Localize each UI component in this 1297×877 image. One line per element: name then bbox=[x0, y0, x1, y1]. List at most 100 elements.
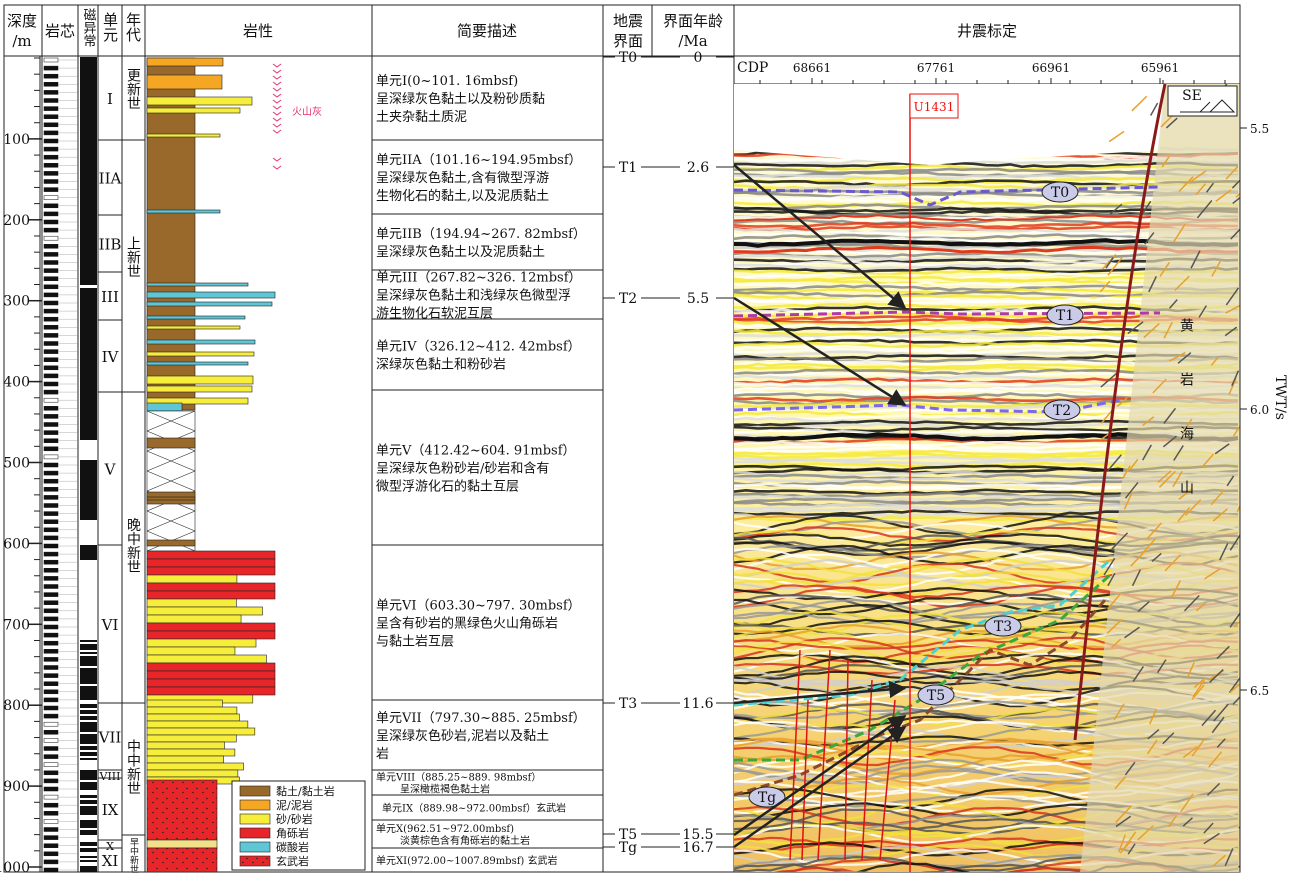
horizon-badge bbox=[917, 684, 955, 706]
breccia-clay bbox=[146, 839, 218, 849]
seamount-texture bbox=[1123, 491, 1134, 510]
unit-label: IIB bbox=[99, 236, 122, 254]
lithology-bed bbox=[146, 351, 255, 357]
minor-fault bbox=[789, 649, 801, 861]
core-segment bbox=[43, 754, 59, 759]
horizon-age: 15.5 bbox=[682, 827, 713, 843]
seamount-texture bbox=[1156, 659, 1167, 674]
seismic-reflector bbox=[734, 176, 1239, 184]
seamount-label: 黄岩海山 bbox=[1178, 317, 1194, 534]
seamount-texture bbox=[1209, 669, 1224, 683]
core-segment bbox=[43, 786, 59, 792]
magnetic-normal bbox=[80, 852, 97, 856]
seamount-texture bbox=[1106, 618, 1123, 634]
depth-tick-label: 900 bbox=[3, 779, 30, 795]
horizon-name: T2 bbox=[619, 291, 637, 307]
unit-label: VII bbox=[98, 729, 122, 747]
depth-tick-label: 600 bbox=[3, 536, 30, 552]
description-line: 呈含有砂岩的黑绿色火山角砾岩 bbox=[376, 616, 558, 632]
lithology-bed bbox=[146, 630, 276, 640]
magnetic-band bbox=[80, 828, 97, 830]
seamount-texture bbox=[1177, 352, 1192, 364]
seamount-texture bbox=[1233, 620, 1240, 628]
header-label: 界面 bbox=[613, 32, 643, 50]
seamount-texture bbox=[1148, 275, 1158, 293]
seamount-texture bbox=[1111, 638, 1122, 649]
magnetic-normal bbox=[80, 650, 97, 652]
core-segment bbox=[43, 608, 59, 614]
seamount-texture bbox=[1210, 356, 1219, 366]
unit-label: X bbox=[106, 840, 114, 853]
header-label: 简要描述 bbox=[457, 22, 517, 40]
sand-bed bbox=[146, 755, 224, 764]
header-label: 岩性 bbox=[243, 22, 273, 40]
lithology-bed bbox=[146, 133, 221, 138]
seamount-texture bbox=[1177, 507, 1191, 522]
core-segment bbox=[43, 673, 59, 678]
lithology-bed bbox=[146, 622, 276, 632]
seamount-texture bbox=[1212, 508, 1228, 522]
depth-tick-label: 200 bbox=[3, 213, 30, 229]
core-segment bbox=[43, 681, 59, 686]
seismic-reflector bbox=[734, 158, 1239, 166]
core-segment bbox=[43, 73, 59, 79]
minor-fault bbox=[861, 679, 873, 861]
horizon-name: Tg bbox=[619, 840, 637, 856]
core-segment bbox=[43, 203, 59, 209]
header-label: 井震标定 bbox=[957, 22, 1017, 40]
lithology-bed bbox=[146, 590, 276, 600]
seamount-texture bbox=[1132, 666, 1145, 683]
core-segment bbox=[43, 171, 59, 176]
magnetic-normal bbox=[80, 440, 97, 460]
core-segment bbox=[43, 843, 59, 848]
calibration-arrow bbox=[733, 296, 907, 407]
horizon-trace bbox=[734, 599, 1107, 797]
seamount-texture bbox=[1107, 572, 1116, 587]
legend-label: 玄武岩 bbox=[276, 854, 309, 868]
description-line: 土夹杂黏土质泥 bbox=[376, 109, 467, 125]
basalt bbox=[146, 847, 218, 873]
legend-swatch bbox=[239, 785, 271, 797]
horizon-trace bbox=[734, 558, 1112, 707]
seamount-texture bbox=[1225, 287, 1240, 306]
seamount-texture bbox=[1173, 223, 1186, 243]
core-segment bbox=[43, 357, 59, 362]
seamount-texture bbox=[1129, 458, 1139, 470]
horizon-name: T1 bbox=[619, 160, 637, 176]
core-segment bbox=[43, 568, 59, 573]
ash-symbol bbox=[272, 123, 282, 128]
horizon-name: T0 bbox=[619, 50, 637, 66]
header-label: /Ma bbox=[678, 32, 707, 50]
lithology-bed bbox=[146, 107, 241, 114]
seamount-texture bbox=[1232, 196, 1240, 205]
seamount-texture bbox=[1149, 708, 1158, 725]
direction-box bbox=[1167, 85, 1238, 117]
seamount-texture bbox=[1230, 228, 1240, 240]
lithology-bed bbox=[146, 282, 249, 287]
clay-bed bbox=[146, 496, 196, 501]
lithology-bed bbox=[146, 375, 254, 385]
core-segment bbox=[43, 503, 59, 508]
seamount-texture bbox=[1101, 253, 1117, 270]
core-segment bbox=[43, 114, 59, 119]
description-line: 呈深绿灰色黏土以及粉砂质黏 bbox=[376, 91, 545, 107]
sand-bed bbox=[146, 713, 240, 722]
seamount-texture bbox=[1211, 716, 1225, 734]
horizon-age: 0 bbox=[694, 50, 703, 66]
magnetic-normal bbox=[80, 835, 97, 840]
seamount-texture bbox=[1192, 679, 1206, 698]
magnetic-band bbox=[80, 750, 97, 752]
unit-label: III bbox=[101, 288, 119, 306]
seamount-texture bbox=[1170, 580, 1182, 599]
core-segment bbox=[43, 770, 59, 776]
no-recovery bbox=[146, 470, 196, 492]
lithology-bed bbox=[146, 361, 249, 366]
fault bbox=[1073, 83, 1167, 741]
direction-label: SE bbox=[1182, 88, 1202, 104]
seamount-texture bbox=[1184, 499, 1202, 517]
description-line: 单元IIA（101.16~194.95mbsf） bbox=[376, 153, 582, 168]
magnetic-band bbox=[80, 840, 97, 842]
seamount-texture bbox=[1238, 826, 1240, 829]
ash-symbol bbox=[272, 93, 282, 98]
legend-label: 碳酸岩 bbox=[276, 840, 309, 854]
